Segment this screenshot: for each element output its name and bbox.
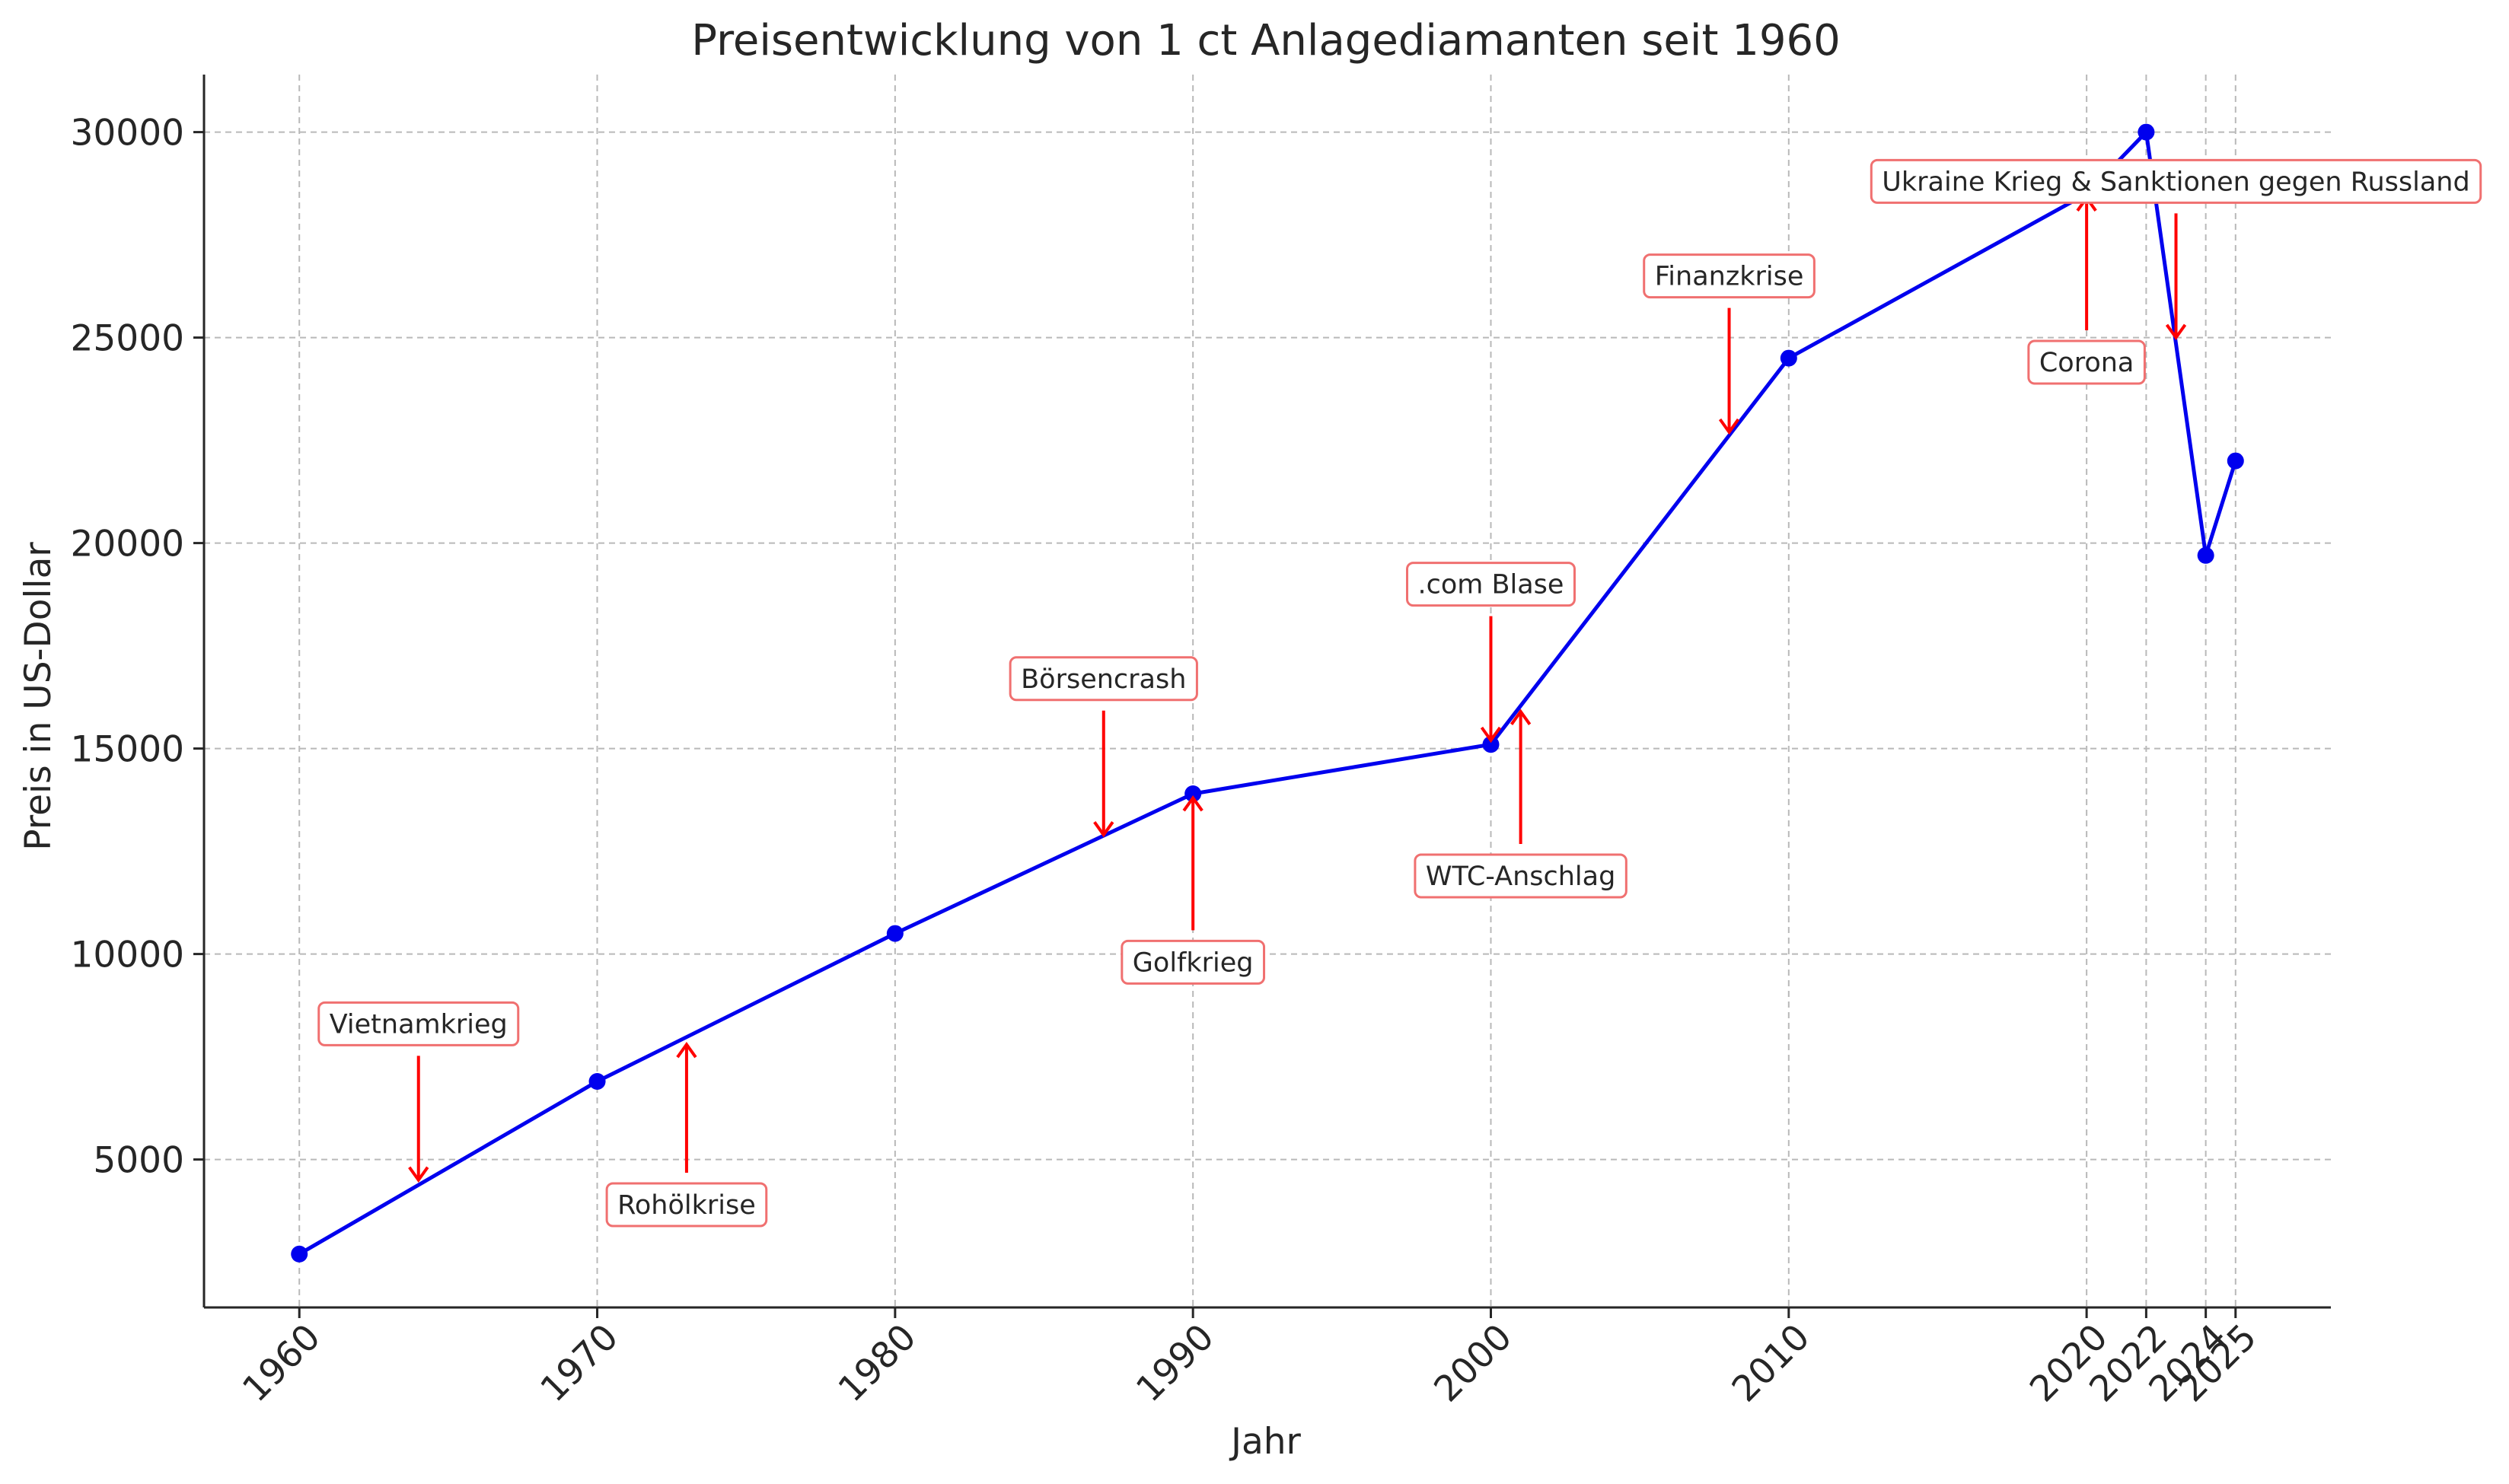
x-axis-label: Jahr — [1229, 1421, 1301, 1463]
data-point — [291, 1245, 308, 1263]
annotation-label: Rohölkrise — [617, 1190, 756, 1221]
y-axis-label: Preis in US-Dollar — [18, 542, 59, 851]
x-tick-label: 2000 — [1426, 1317, 1519, 1410]
annotation-box — [2027, 339, 2146, 385]
x-tick-label: 1990 — [1128, 1317, 1222, 1410]
annotation-label: Vietnamkrieg — [330, 1009, 508, 1040]
x-tick-label: 1960 — [234, 1317, 328, 1410]
annotation-arrowhead — [408, 1166, 429, 1183]
x-tick-label: 1980 — [830, 1317, 924, 1410]
annotation-label: Ukraine Krieg & Sanktionen gegen Russlan… — [1882, 167, 2469, 197]
annotation: Ukraine Krieg & Sanktionen gegen Russlan… — [1870, 158, 2482, 341]
annotation-label: Corona — [2039, 348, 2134, 378]
annotation-box — [1414, 853, 1628, 899]
annotation-box — [1643, 253, 1816, 299]
tick-labels: 1960 1970 1980 1990 2000 2010 2020202220242025… — [70, 113, 2265, 1410]
data-point — [2197, 546, 2214, 564]
axes — [193, 75, 2331, 1318]
data-point — [1184, 785, 1202, 802]
annotation-box — [1870, 158, 2482, 204]
annotation: Vietnamkrieg — [317, 1001, 520, 1183]
annotation-label: Finanzkrise — [1655, 262, 1804, 292]
grid — [204, 75, 2331, 1307]
annotation: Börsencrash — [1009, 656, 1198, 838]
annotation-arrowhead — [1182, 795, 1203, 812]
annotation-box — [605, 1182, 768, 1228]
series-line — [298, 128, 2238, 1256]
annotation-label: .com Blase — [1418, 570, 1564, 600]
data-point — [2138, 123, 2155, 141]
y-tick-label: 30000 — [70, 113, 184, 154]
data-point — [886, 925, 904, 942]
annotation-arrowhead — [676, 1041, 697, 1059]
y-tick-label: 5000 — [93, 1140, 184, 1182]
y-tick-label: 20000 — [70, 524, 184, 565]
data-point — [1780, 349, 1797, 367]
annotation: Corona — [2027, 195, 2146, 385]
data-point — [588, 1073, 606, 1090]
annotation-label: WTC-Anschlag — [1426, 861, 1615, 892]
annotation-box — [1121, 939, 1266, 985]
annotation: WTC-Anschlag — [1414, 709, 1628, 899]
y-tick-label: 10000 — [70, 935, 184, 976]
y-tick-label: 15000 — [70, 729, 184, 771]
annotation-label: Börsencrash — [1021, 664, 1186, 695]
annotation-box — [1406, 562, 1576, 607]
x-tick-label: 1970 — [533, 1317, 626, 1410]
annotation-box — [317, 1001, 520, 1046]
annotation: Finanzkrise — [1643, 253, 1816, 435]
chart-title: Preisentwicklung von 1 ct Anlagediamante… — [691, 16, 1840, 65]
annotation: Rohölkrise — [605, 1041, 768, 1228]
annotation-label: Golfkrieg — [1133, 947, 1254, 978]
data-point — [2227, 452, 2244, 470]
annotation: Golfkrieg — [1121, 795, 1266, 985]
y-tick-label: 25000 — [70, 318, 184, 360]
x-tick-label: 2010 — [1724, 1317, 1818, 1410]
annotation-arrowhead — [1718, 418, 1740, 435]
annotation-arrowhead — [1510, 709, 1532, 725]
annotation-arrowhead — [1093, 821, 1114, 838]
annotation-box — [1009, 656, 1198, 702]
marker-group — [291, 123, 2244, 1263]
data-point — [1482, 736, 1500, 753]
annotation-group: Vietnamkrieg Rohölkrise Börsencrash Golfkri… — [317, 158, 2482, 1228]
annotation-arrowhead — [1480, 726, 1502, 744]
annotation-arrowhead — [2165, 323, 2187, 341]
series-line-group — [298, 128, 2238, 1256]
annotation: .com Blase — [1406, 562, 1576, 744]
